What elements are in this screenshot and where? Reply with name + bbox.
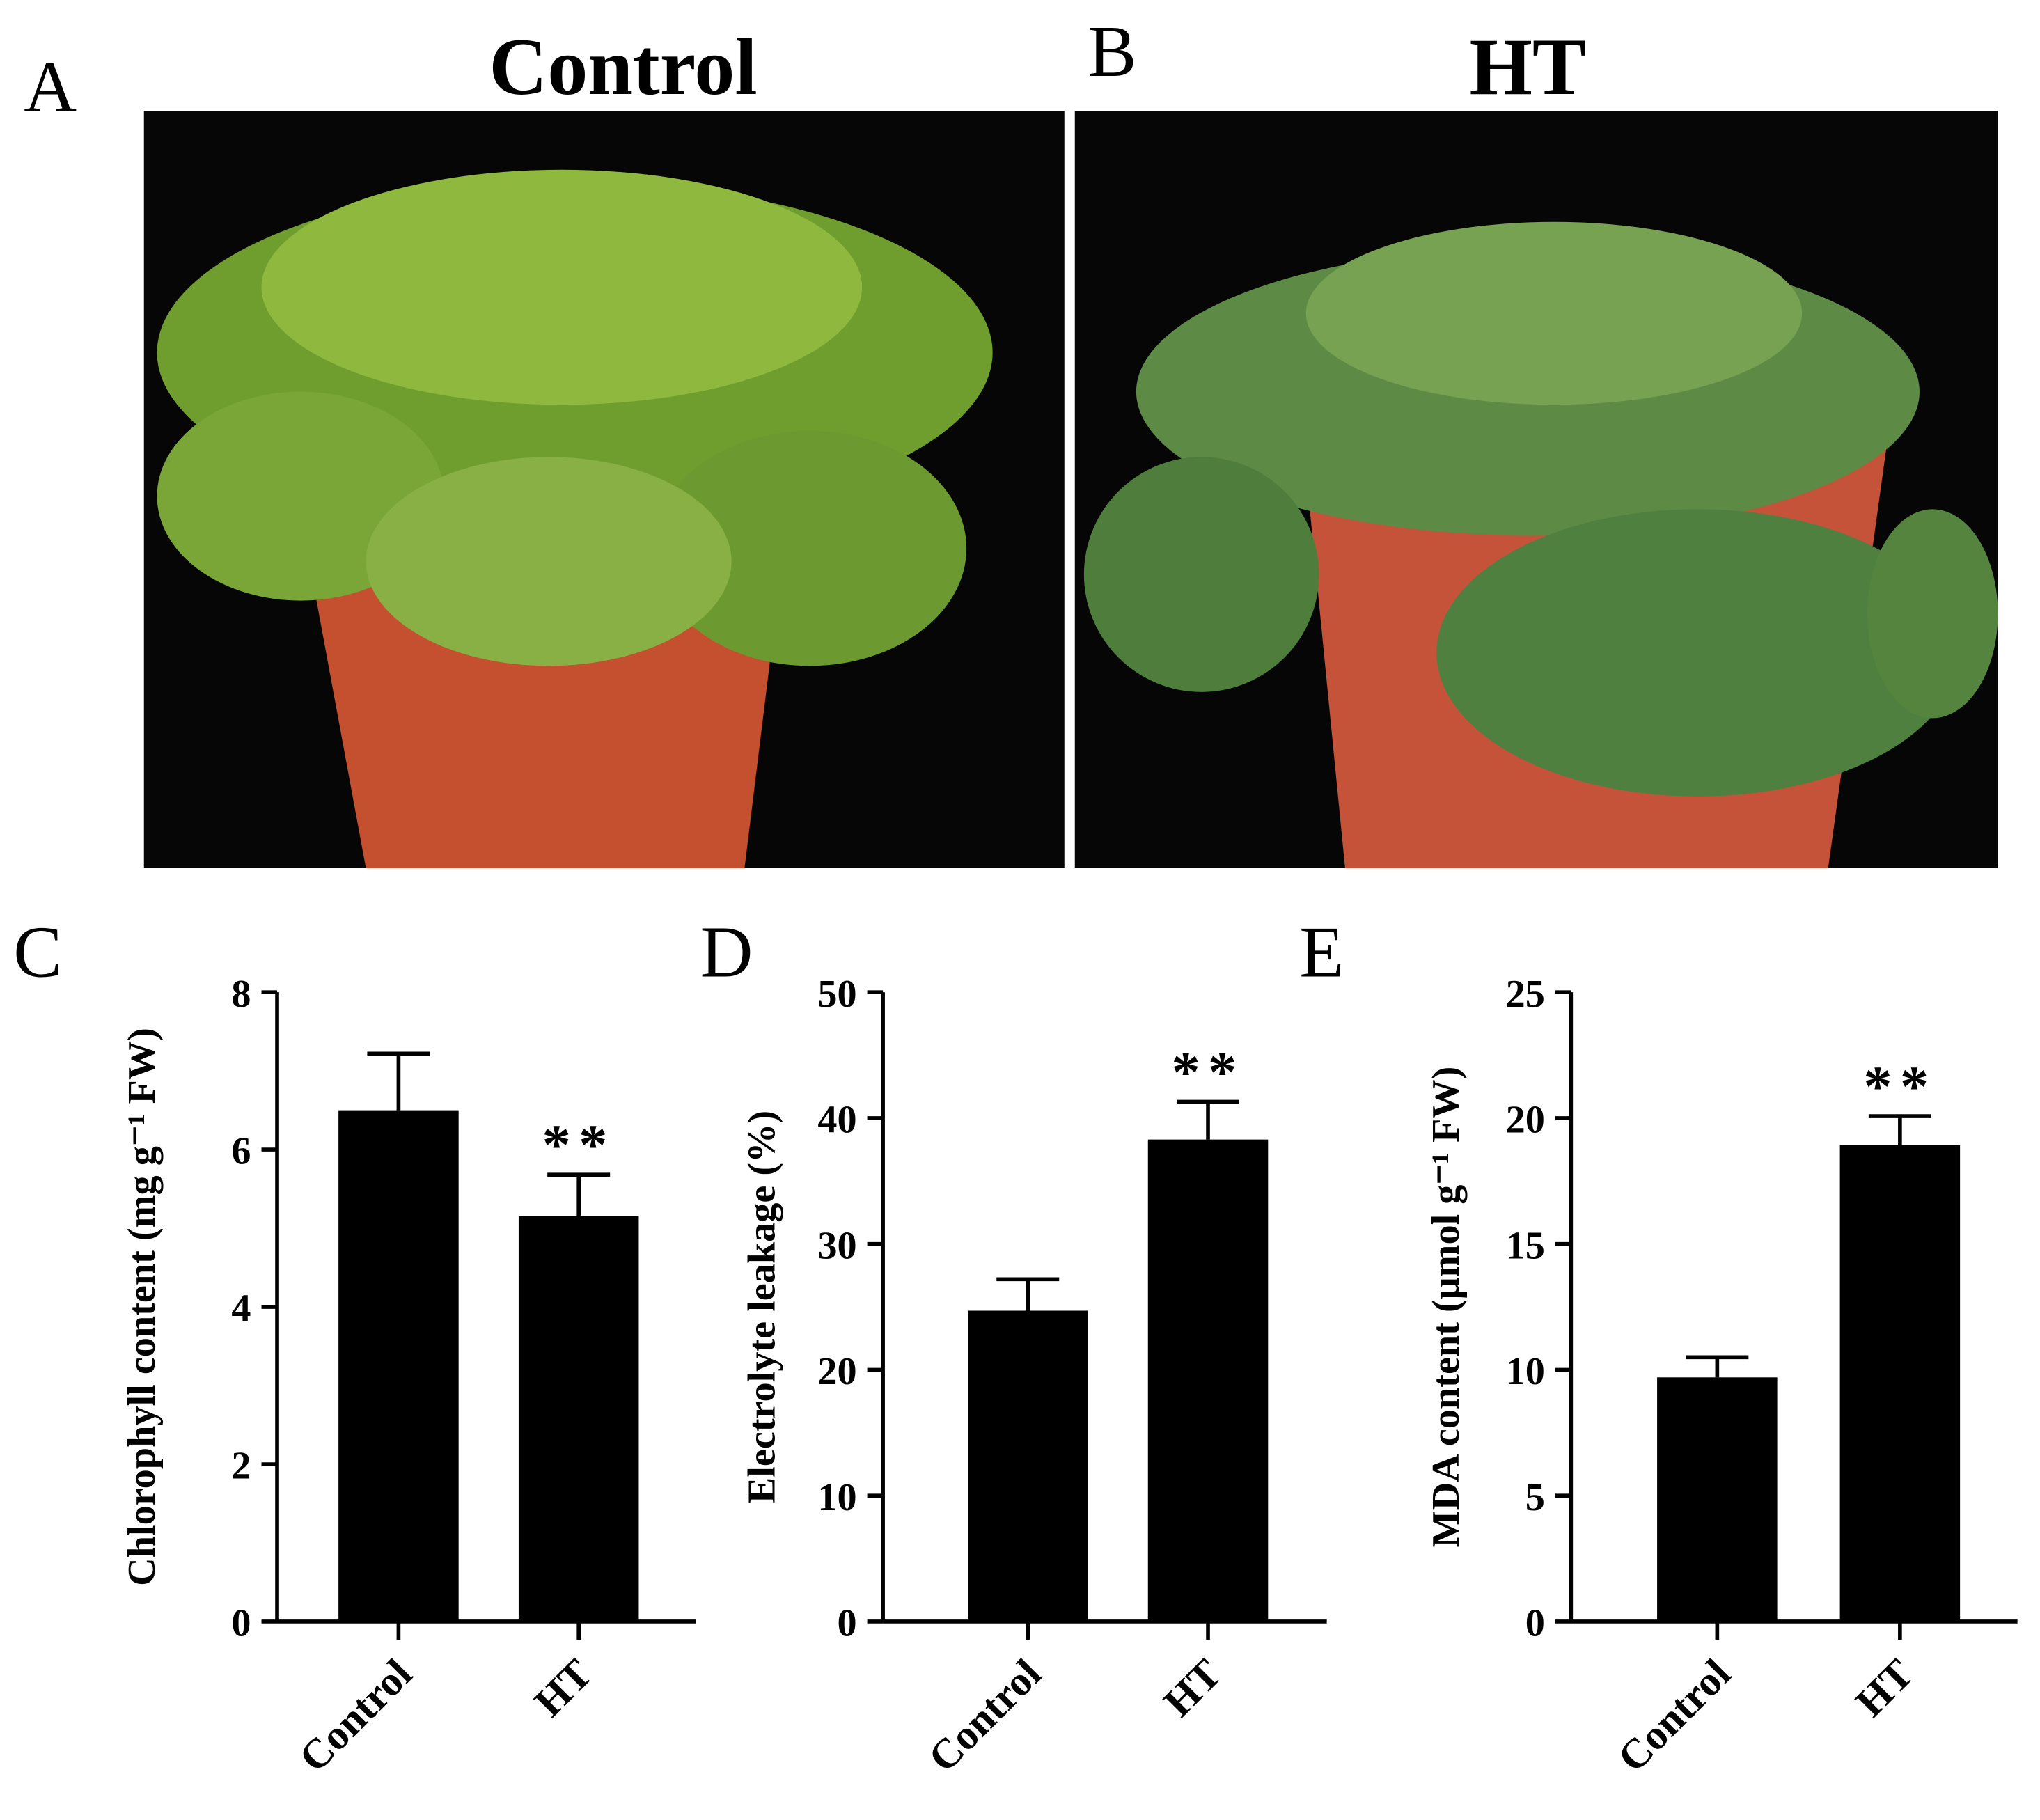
panel-label: B [1088,10,1137,92]
photo-ht [1074,111,1998,868]
x-tick-label: Control [920,1650,1050,1780]
x-tick-label: Control [290,1650,421,1780]
significance-label: ** [1863,1054,1936,1118]
significance-label: ** [1172,1040,1245,1104]
y-axis-label: MDA content (μmol g⁻¹ FW) [1425,1067,1468,1548]
y-tick-label: 0 [1525,1602,1545,1645]
y-tick-label: 20 [817,1350,856,1393]
y-tick-label: 15 [1506,1224,1545,1267]
y-tick-label: 8 [231,973,251,1016]
x-tick-label: HT [526,1650,601,1725]
x-tick-label: Control [1609,1650,1739,1780]
y-axis-label: Chlorophyll content (mg g⁻¹ FW) [120,1028,164,1586]
y-tick-label: 50 [817,973,856,1016]
y-axis-label: Electrolyte leakage (%) [740,1111,783,1503]
bar [518,1215,639,1622]
y-tick-label: 25 [1506,973,1545,1016]
x-tick-label: HT [1155,1650,1230,1725]
y-tick-label: 0 [231,1602,251,1645]
panel-label: E [1299,911,1344,993]
y-tick-label: 2 [231,1445,251,1488]
y-tick-label: 40 [817,1099,856,1142]
y-tick-label: 0 [837,1602,856,1645]
photo-control [143,111,1065,868]
significance-label: ** [542,1113,615,1177]
panel-label: A [24,45,77,127]
panel-label: D [700,911,753,993]
y-tick-label: 10 [1506,1350,1545,1393]
y-tick-label: 30 [817,1224,856,1267]
bar [1839,1145,1961,1622]
y-tick-label: 4 [231,1287,251,1331]
y-tick-label: 20 [1506,1099,1545,1142]
x-tick-label: HT [1847,1650,1922,1725]
bar [1147,1139,1269,1622]
photo-title: Control [489,22,757,112]
y-tick-label: 10 [817,1476,856,1519]
y-tick-label: 6 [231,1130,251,1173]
photo-title: HT [1469,22,1586,112]
bar [338,1110,459,1622]
bar [1657,1377,1778,1622]
panel-label: C [13,911,62,993]
bar [967,1310,1088,1622]
y-tick-label: 5 [1525,1476,1545,1519]
